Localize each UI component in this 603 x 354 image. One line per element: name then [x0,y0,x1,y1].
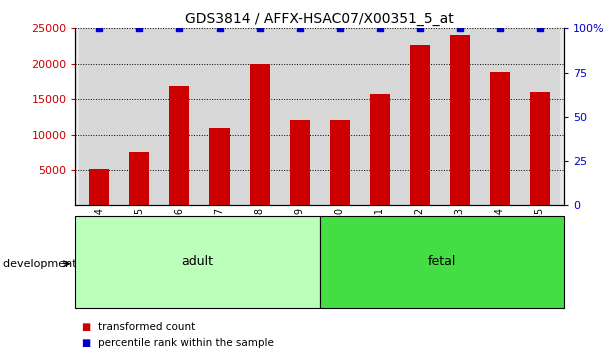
Bar [209,128,230,205]
Point [375,25,385,31]
Bar [409,45,430,205]
Text: ■: ■ [81,338,90,348]
Point [215,25,224,31]
Bar [119,28,159,205]
Bar [89,169,109,205]
Bar [80,28,119,205]
Bar [370,94,390,205]
Bar [200,28,239,205]
Bar [480,28,520,205]
Bar [440,28,480,205]
Bar [320,28,359,205]
Text: fetal: fetal [428,256,456,268]
Point [254,25,264,31]
Text: transformed count: transformed count [98,322,195,332]
Point [95,25,104,31]
Point [175,25,185,31]
Bar [169,86,189,205]
Bar [330,120,350,205]
Point [415,25,425,31]
Text: percentile rank within the sample: percentile rank within the sample [98,338,274,348]
Bar [520,28,560,205]
Bar [250,64,270,205]
Bar [239,28,280,205]
Bar [400,28,440,205]
Text: adult: adult [182,256,213,268]
Point [134,25,144,31]
Bar [159,28,200,205]
Bar [530,92,550,205]
Bar [280,28,320,205]
Point [295,25,305,31]
Point [535,25,545,31]
Point [495,25,505,31]
Text: development stage: development stage [3,259,111,269]
Bar [490,72,510,205]
Bar [130,152,150,205]
Text: ■: ■ [81,322,90,332]
Point [455,25,464,31]
Bar [359,28,400,205]
Point [335,25,344,31]
Bar [450,35,470,205]
Bar [289,120,309,205]
Title: GDS3814 / AFFX-HSAC07/X00351_5_at: GDS3814 / AFFX-HSAC07/X00351_5_at [185,12,454,26]
